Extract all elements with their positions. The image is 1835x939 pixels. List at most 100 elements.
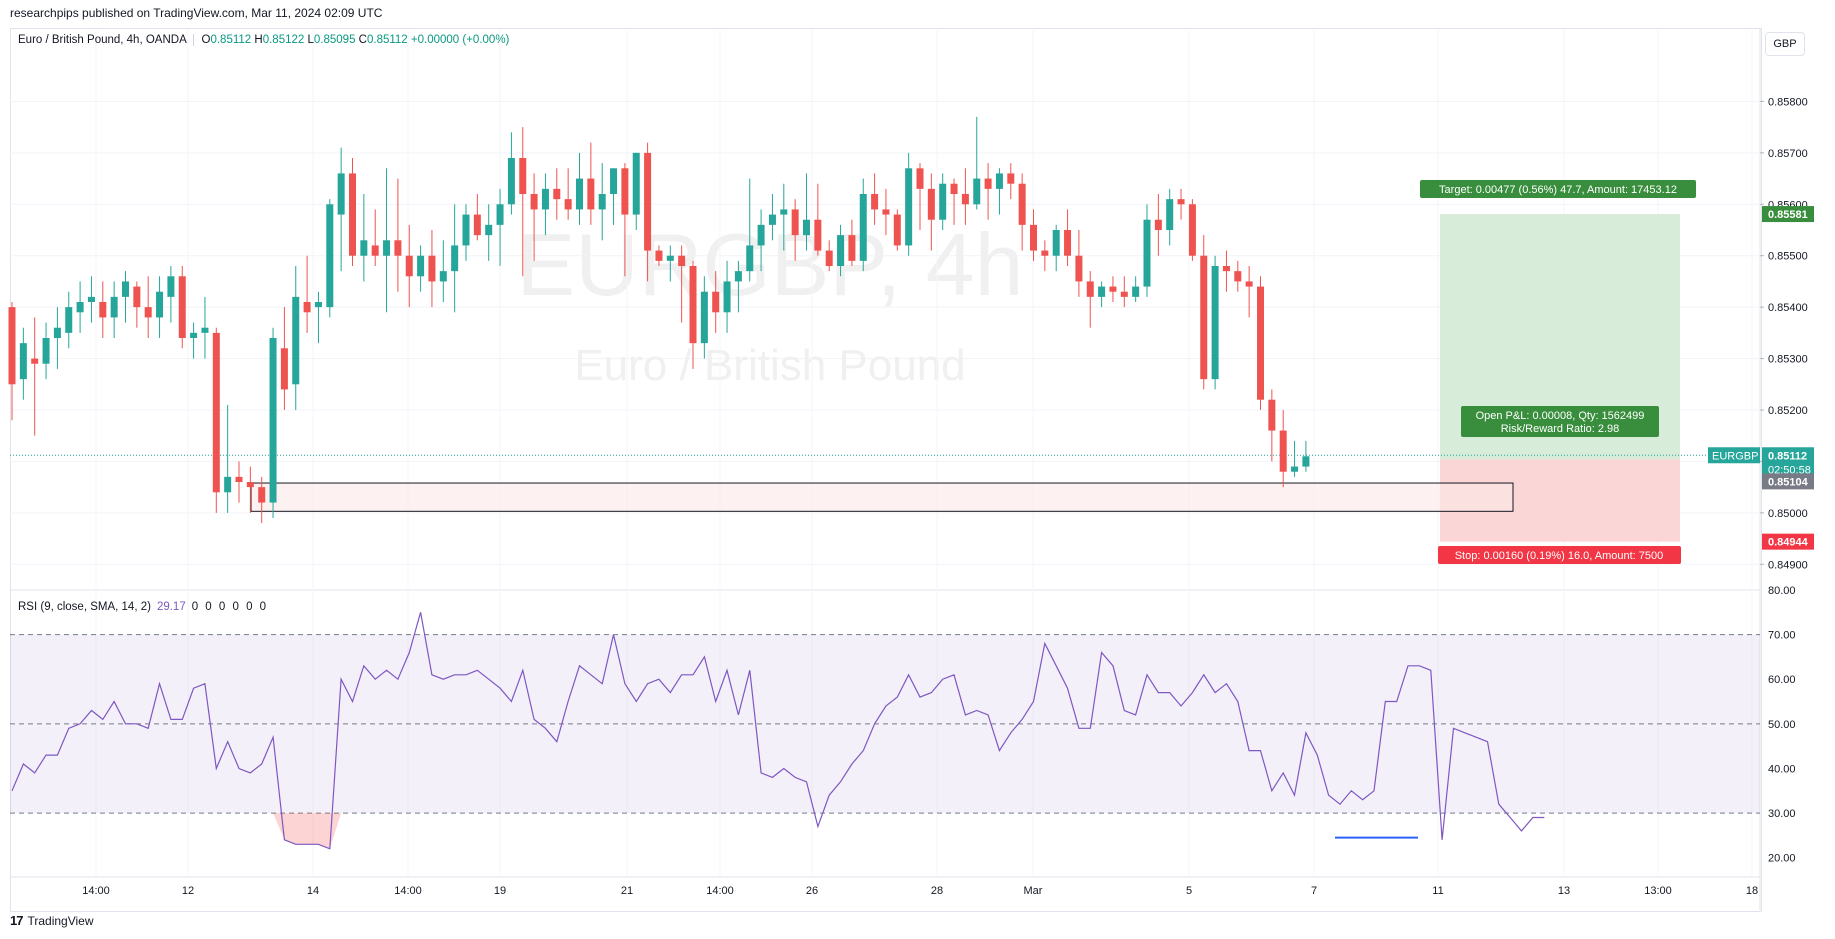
candle-body: [882, 209, 890, 215]
candle-body: [473, 214, 481, 236]
candle-body: [1257, 286, 1264, 400]
candle-body: [110, 296, 118, 318]
candle-body: [394, 240, 402, 256]
candle-body: [746, 245, 754, 272]
time-tick-label: 13: [1558, 885, 1570, 897]
candle-body: [587, 178, 595, 210]
candle-body: [19, 343, 27, 380]
publisher-line: researchpips published on TradingView.co…: [10, 6, 383, 20]
low-label: L: [307, 34, 314, 47]
candle-body: [621, 168, 629, 215]
candle-body: [224, 476, 232, 493]
target-label-bg: [1420, 180, 1696, 198]
time-tick-label: 21: [621, 885, 633, 897]
candle-body: [825, 250, 833, 266]
open-value: 0.85112: [210, 34, 252, 47]
time-tick-label: 14:00: [82, 885, 110, 897]
time-tick-label: 19: [494, 885, 506, 897]
target-price-tag-bg: [1762, 206, 1814, 223]
candle-body: [655, 250, 663, 261]
candle-body: [1211, 266, 1219, 380]
candle-body: [451, 245, 459, 272]
candle-body: [360, 240, 368, 256]
candle-body: [927, 188, 935, 220]
candle-body: [462, 214, 470, 246]
candle-body: [167, 276, 175, 297]
candle-body: [712, 291, 720, 313]
candle-body: [1018, 183, 1026, 225]
rsi-oversold-fill: [273, 813, 342, 849]
candle-body: [859, 194, 867, 261]
time-tick-label: 28: [931, 885, 943, 897]
candle-body: [1166, 199, 1174, 230]
candle-body: [939, 183, 947, 220]
rsi-tick-label: 50.00: [1768, 719, 1796, 731]
candle-body: [133, 286, 141, 308]
candle-body: [42, 338, 50, 364]
rsi-tick-label: 60.00: [1768, 674, 1796, 686]
candle-body: [292, 296, 300, 385]
price-tick-label: 0.85400: [1768, 302, 1808, 314]
symbol-tag-bg: [1708, 447, 1760, 464]
tradingview-logo-icon: 17: [10, 913, 24, 928]
candle-body: [893, 214, 901, 246]
candle-body: [678, 255, 686, 266]
candle-body: [1086, 281, 1094, 297]
time-tick-label: 5: [1186, 885, 1192, 897]
candle-body: [1177, 199, 1185, 205]
candle-body: [144, 307, 152, 318]
time-tick-label: 26: [806, 885, 818, 897]
candle-body: [1132, 286, 1140, 297]
candle-body: [644, 152, 652, 251]
symbol-title[interactable]: Euro / British Pound, 4h, OANDA: [18, 34, 187, 47]
candle-body: [190, 332, 198, 338]
candle-body: [201, 327, 209, 333]
close-label: C: [358, 34, 367, 47]
price-tick-label: 0.85000: [1768, 508, 1808, 520]
candle-body: [212, 332, 220, 493]
price-tick-label: 0.85200: [1768, 405, 1808, 417]
footer: 17 TradingView: [10, 913, 94, 928]
candle-body: [280, 348, 288, 390]
candle-body: [1245, 281, 1253, 287]
watermark-name: Euro / British Pound: [574, 341, 965, 390]
candle-body: [417, 255, 425, 277]
pnl-label-line1: Open P&L: 0.00008, Qty: 1562499: [1476, 410, 1645, 422]
candle-body: [757, 224, 765, 246]
candle-body: [1279, 430, 1287, 472]
candle-body: [337, 173, 345, 215]
candle-body: [848, 235, 856, 261]
candle-body: [700, 291, 708, 344]
time-tick-label: 14:00: [394, 885, 422, 897]
candle-body: [1234, 271, 1242, 282]
low-value: 0.85095: [313, 34, 356, 47]
time-tick-label: 13:00: [1644, 885, 1672, 897]
candle-body: [1268, 399, 1276, 431]
change-value: +0.00000 (+0.00%): [410, 34, 510, 47]
candle-body: [1098, 286, 1106, 297]
candle-body: [689, 266, 697, 344]
time-tick-label: 12: [182, 885, 194, 897]
candle-body: [1291, 466, 1299, 472]
candle-body: [1143, 219, 1151, 287]
candle-body: [349, 173, 356, 256]
rsi-tick-label: 70.00: [1768, 630, 1796, 642]
candle-body: [87, 296, 95, 302]
target-price-tag: 0.85581: [1768, 209, 1808, 221]
footer-brand[interactable]: TradingView: [27, 913, 94, 928]
currency-button[interactable]: GBP: [1765, 32, 1805, 56]
candle-body: [1030, 224, 1037, 251]
time-tick-label: 11: [1432, 885, 1443, 897]
candle-body: [235, 476, 243, 482]
rsi-label[interactable]: RSI (9, close, SMA, 14, 2): [18, 601, 151, 613]
candle-body: [122, 281, 129, 297]
open-label: O: [201, 34, 211, 47]
candle-body: [961, 194, 969, 205]
time-tick-label: 7: [1311, 885, 1317, 897]
entry-price-tag: 0.85104: [1768, 476, 1809, 488]
watermark-ticker: EURGBP, 4h: [516, 215, 1023, 314]
candle-body: [1154, 219, 1162, 230]
candle-body: [99, 302, 107, 318]
price-tick-label: 0.84900: [1768, 559, 1808, 571]
